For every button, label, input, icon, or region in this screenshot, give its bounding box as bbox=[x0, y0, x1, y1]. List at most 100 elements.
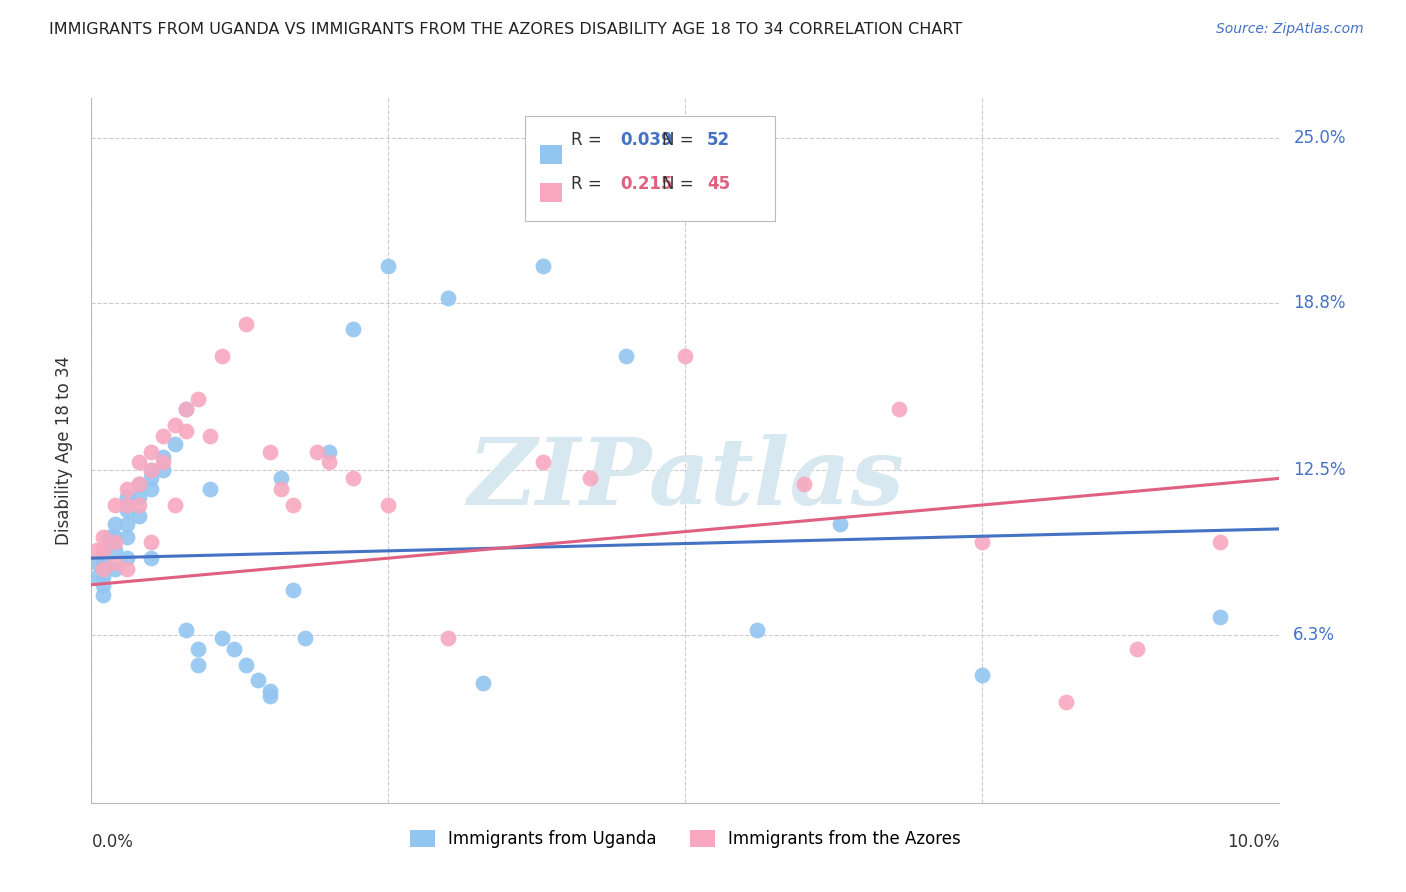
Point bbox=[176, 623, 198, 637]
Text: 52: 52 bbox=[707, 131, 730, 149]
Point bbox=[1209, 609, 1232, 624]
Point bbox=[294, 631, 316, 645]
Point bbox=[342, 471, 364, 485]
Point bbox=[139, 471, 162, 485]
Point bbox=[104, 530, 127, 544]
Point bbox=[200, 429, 222, 443]
Text: 0.215: 0.215 bbox=[620, 175, 672, 193]
Point bbox=[115, 551, 138, 566]
Point bbox=[91, 562, 114, 576]
Point bbox=[91, 570, 114, 584]
Text: R =: R = bbox=[571, 175, 607, 193]
Point bbox=[91, 578, 114, 592]
Point bbox=[91, 530, 114, 544]
Text: N =: N = bbox=[662, 131, 699, 149]
Point bbox=[342, 322, 364, 336]
Point bbox=[270, 482, 292, 496]
Point bbox=[91, 557, 114, 571]
Text: 45: 45 bbox=[707, 175, 730, 193]
Point bbox=[972, 668, 994, 682]
Point bbox=[187, 392, 209, 406]
Point bbox=[115, 562, 138, 576]
Point bbox=[104, 562, 127, 576]
Text: 25.0%: 25.0% bbox=[1294, 129, 1346, 147]
Text: 10.0%: 10.0% bbox=[1227, 833, 1279, 851]
Point bbox=[104, 535, 127, 549]
Point bbox=[531, 455, 554, 469]
Point bbox=[259, 684, 281, 698]
Point bbox=[91, 543, 114, 558]
Point bbox=[128, 498, 150, 512]
Point bbox=[531, 259, 554, 273]
Text: ZIPatlas: ZIPatlas bbox=[467, 434, 904, 524]
Point bbox=[128, 476, 150, 491]
Point bbox=[139, 463, 162, 477]
Text: Source: ZipAtlas.com: Source: ZipAtlas.com bbox=[1216, 22, 1364, 37]
Point bbox=[436, 631, 458, 645]
Point bbox=[176, 402, 198, 417]
Point bbox=[104, 557, 127, 571]
Point bbox=[614, 349, 637, 363]
Point bbox=[91, 588, 114, 602]
Point bbox=[283, 498, 305, 512]
Point bbox=[163, 437, 186, 451]
Text: 18.8%: 18.8% bbox=[1294, 293, 1346, 312]
Point bbox=[472, 676, 495, 690]
Text: 0.039: 0.039 bbox=[620, 131, 672, 149]
Point bbox=[1054, 695, 1077, 709]
Point bbox=[200, 482, 222, 496]
Point bbox=[139, 444, 162, 458]
Text: 12.5%: 12.5% bbox=[1294, 461, 1346, 479]
Point bbox=[163, 418, 186, 433]
Point bbox=[673, 349, 696, 363]
Point bbox=[235, 657, 257, 672]
Point bbox=[318, 444, 340, 458]
Point bbox=[745, 623, 768, 637]
Legend: Immigrants from Uganda, Immigrants from the Azores: Immigrants from Uganda, Immigrants from … bbox=[404, 822, 967, 855]
Text: IMMIGRANTS FROM UGANDA VS IMMIGRANTS FROM THE AZORES DISABILITY AGE 18 TO 34 COR: IMMIGRANTS FROM UGANDA VS IMMIGRANTS FRO… bbox=[49, 22, 963, 37]
Point bbox=[104, 543, 127, 558]
Point bbox=[128, 490, 150, 504]
Point bbox=[152, 429, 174, 443]
Point bbox=[98, 530, 121, 544]
Point bbox=[163, 498, 186, 512]
FancyBboxPatch shape bbox=[524, 116, 775, 221]
Point bbox=[246, 673, 269, 688]
Point bbox=[115, 498, 138, 512]
FancyBboxPatch shape bbox=[540, 145, 562, 163]
Point bbox=[579, 471, 602, 485]
Point bbox=[889, 402, 911, 417]
Point bbox=[104, 516, 127, 531]
Point bbox=[104, 498, 127, 512]
Point bbox=[1126, 641, 1149, 656]
Point bbox=[972, 535, 994, 549]
Point bbox=[222, 641, 245, 656]
Text: N =: N = bbox=[662, 175, 699, 193]
Point bbox=[187, 657, 209, 672]
Point bbox=[211, 631, 233, 645]
Point bbox=[128, 476, 150, 491]
Point bbox=[115, 516, 138, 531]
Point bbox=[187, 641, 209, 656]
Point bbox=[115, 503, 138, 517]
Point bbox=[176, 424, 198, 438]
Point bbox=[139, 535, 162, 549]
Point bbox=[377, 498, 399, 512]
Point bbox=[139, 463, 162, 477]
Point bbox=[270, 471, 292, 485]
Point bbox=[152, 455, 174, 469]
Point bbox=[86, 570, 108, 584]
Point bbox=[211, 349, 233, 363]
Text: 6.3%: 6.3% bbox=[1294, 626, 1336, 644]
Point bbox=[176, 402, 198, 417]
Point bbox=[128, 455, 150, 469]
Point bbox=[139, 551, 162, 566]
Point bbox=[152, 463, 174, 477]
Point bbox=[86, 543, 108, 558]
Text: 0.0%: 0.0% bbox=[91, 833, 134, 851]
Point bbox=[91, 543, 114, 558]
Point bbox=[115, 490, 138, 504]
FancyBboxPatch shape bbox=[540, 184, 562, 202]
Point bbox=[259, 444, 281, 458]
Point bbox=[128, 508, 150, 523]
